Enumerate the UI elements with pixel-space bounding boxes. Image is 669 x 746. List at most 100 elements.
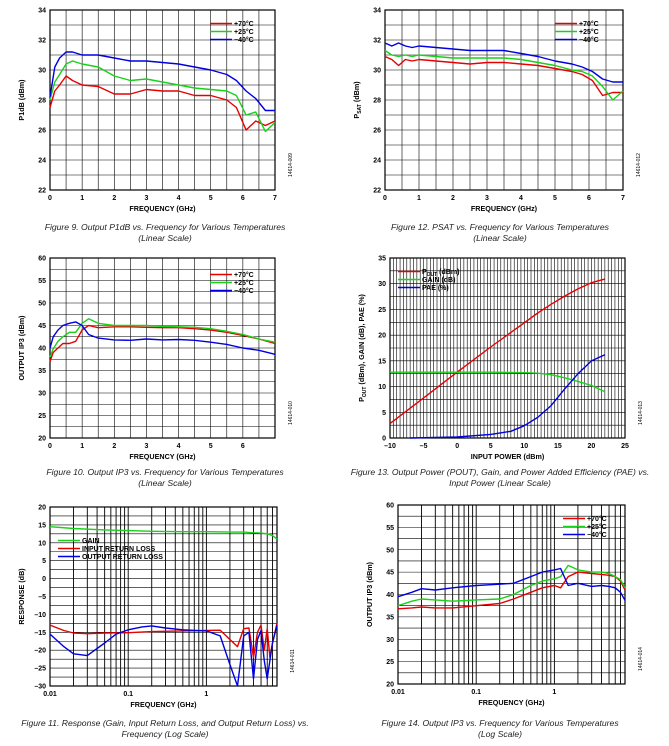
- figure-14-panel: 20 25 30 35 40 45 50 55 60 0.01 0.1 1 FREQUENCY (GHz…: [335, 495, 665, 745]
- fig14-ytick-label: 35: [386, 614, 394, 621]
- fig12-ytick-label: 30: [373, 68, 381, 75]
- figure-11-caption-line1: Figure 11. Response (Gain, Input Return …: [21, 718, 309, 728]
- fig11-ytick-label: 15: [38, 522, 46, 529]
- fig12-ytick-label: 26: [373, 128, 381, 135]
- fig11-plot: –30 –25 –20 –15 –10 –5 0 5 10 15 20 0.01 0.1 1 FREQUEN…: [17, 505, 296, 710]
- fig9-xtick-label: 1: [80, 195, 84, 202]
- figure-12-panel: 22 24 26 28 30 32 34 0 1 2 3 4 5 6 7 FREQUENCY (GHz) PSA…: [335, 0, 665, 250]
- figure-12-caption: Figure 12. PSAT vs. Frequency for Variou…: [335, 222, 665, 244]
- fig12-legend-label-2: −40°C: [579, 36, 599, 44]
- fig13-plot: 0 5 10 15 20 25 30 35 –10 –5 0 5 10 15 20 25 INPUT POWER…: [357, 256, 644, 462]
- fig10-series-line-0: [49, 324, 276, 362]
- fig12-xlabel: FREQUENCY (GHz): [471, 204, 538, 213]
- fig11-ytick-label: 10: [38, 540, 46, 547]
- fig10-xtick-label: 1: [80, 443, 84, 450]
- fig12-ytick-label: 24: [373, 158, 381, 165]
- fig10-ytick-label: 20: [38, 436, 46, 443]
- fig10-xtick-label: 6: [241, 443, 245, 450]
- fig12-frame: [384, 9, 624, 191]
- fig14-ytick-label: 60: [386, 503, 394, 510]
- fig14-series-line-0: [397, 571, 626, 610]
- figure-13-panel: 0 5 10 15 20 25 30 35 –10 –5 0 5 10 15 20 25 INPUT POWER…: [335, 248, 665, 498]
- fig13-ytick-label: 5: [382, 410, 386, 417]
- fig9-ytick-label: 22: [38, 188, 46, 195]
- fig9-xtick-label: 7: [273, 195, 277, 202]
- fig13-side-code: 14614-013: [638, 401, 644, 425]
- fig11-legend-label-0: GAIN: [82, 538, 100, 545]
- fig13-xtick-label: –10: [384, 443, 396, 450]
- fig11-ytick-label: 5: [42, 558, 46, 565]
- fig12-xtick-label: 6: [587, 195, 591, 202]
- fig14-ytick-label: 25: [386, 659, 394, 666]
- fig10-xtick-label: 2: [112, 443, 116, 450]
- figure-9-caption: Figure 9. Output P1dB vs. Frequency for …: [0, 222, 330, 244]
- fig9-xlabel: FREQUENCY (GHz): [129, 204, 196, 213]
- fig11-ytick-label: –15: [34, 630, 46, 637]
- fig13-xtick-label: 20: [588, 443, 596, 450]
- fig12-ytick-label: 28: [373, 98, 381, 105]
- fig13-xtick-label: 10: [520, 443, 528, 450]
- fig9-legend-label-2: −40°C: [234, 36, 254, 44]
- fig14-xlabel: FREQUENCY (GHz): [478, 698, 545, 707]
- fig12-xtick-label: 7: [621, 195, 625, 202]
- fig13-ytick-label: 25: [378, 307, 386, 314]
- fig13-xtick-label: 5: [489, 443, 493, 450]
- fig14-ytick-label: 45: [386, 570, 394, 577]
- figure-10-panel: 20 25 30 35 40 45 50 55 60 0 1 2 3 4 5 6 FREQUENCY (GHz)…: [0, 248, 330, 498]
- fig9-side-code: 14614-009: [288, 153, 294, 177]
- fig9-ylabel: P1dB (dBm): [17, 79, 26, 121]
- fig11-series-line-0: [49, 526, 278, 540]
- fig12-side-code: 14614-012: [636, 153, 642, 177]
- fig14-ytick-label: 50: [386, 547, 394, 554]
- figure-10-caption: Figure 10. Output IP3 vs. Frequency for …: [0, 467, 330, 489]
- figure-10-caption-line1: Figure 10. Output IP3 vs. Frequency for …: [46, 467, 284, 477]
- fig14-ytick-label: 40: [386, 592, 394, 599]
- fig11-xtick-label: 0.1: [123, 691, 133, 698]
- fig13-series-line-0: [389, 278, 606, 425]
- fig12-xtick-label: 5: [553, 195, 557, 202]
- fig14-legend-label-2: −40°C: [587, 531, 607, 539]
- figure-13-caption: Figure 13. Output Power (POUT), Gain, an…: [335, 467, 665, 489]
- fig10-series-line-2: [49, 321, 276, 355]
- fig11-xlabel: FREQUENCY (GHz): [130, 700, 197, 709]
- figure-9-caption-line1: Figure 9. Output P1dB vs. Frequency for …: [44, 222, 286, 232]
- figure-11-chart: –30 –25 –20 –15 –10 –5 0 5 10 15 20 0.01 0.1 1 FREQUEN…: [17, 505, 296, 710]
- fig13-xtick-label: –5: [420, 443, 428, 450]
- fig14-plot: 20 25 30 35 40 45 50 55 60 0.01 0.1 1 FREQUENCY (GHz…: [365, 503, 644, 708]
- fig13-xlabel: INPUT POWER (dBm): [471, 452, 545, 461]
- fig14-ytick-label: 20: [386, 682, 394, 689]
- fig11-series-line-1: [49, 623, 278, 659]
- fig11-ylabel: RESPONSE (dB): [17, 568, 26, 625]
- figure-14-caption-line1: Figure 14. Output IP3 vs. Frequency for …: [381, 718, 619, 728]
- fig13-xtick-label: 0: [455, 443, 459, 450]
- fig13-series-line-2: [410, 354, 606, 439]
- fig9-xtick-label: 5: [209, 195, 213, 202]
- fig10-xtick-label: 5: [209, 443, 213, 450]
- fig12-ytick-label: 32: [373, 38, 381, 45]
- figure-9-caption-line2: (Linear Scale): [138, 233, 192, 243]
- figure-11-caption-line2: Frequency (Log Scale): [121, 729, 209, 739]
- fig14-legend-label-1: +25°C: [587, 523, 607, 531]
- fig14-side-code: 14614-014: [638, 647, 644, 671]
- fig12-legend-label-1: +25°C: [579, 28, 599, 36]
- fig11-ytick-label: –25: [34, 666, 46, 673]
- fig13-series-line-1: [390, 371, 606, 393]
- figure-13-caption-line1: Figure 13. Output Power (POUT), Gain, an…: [350, 467, 650, 477]
- fig9-series-line-1: [49, 60, 276, 133]
- fig10-ytick-label: 40: [38, 346, 46, 353]
- fig13-frame: [389, 257, 626, 439]
- fig11-ytick-label: –20: [34, 648, 46, 655]
- fig10-legend: +70°C+25°C−40°C: [210, 271, 254, 295]
- figure-12-caption-line1: Figure 12. PSAT vs. Frequency for Variou…: [391, 222, 609, 232]
- fig9-legend-label-1: +25°C: [234, 28, 254, 36]
- fig10-legend-label-0: +70°C: [234, 271, 254, 279]
- fig14-legend: +70°C+25°C−40°C: [563, 515, 607, 539]
- fig12-xtick-label: 2: [451, 195, 455, 202]
- fig10-legend-label-1: +25°C: [234, 279, 254, 287]
- figure-14-chart: 20 25 30 35 40 45 50 55 60 0.01 0.1 1 FREQUENCY (GHz…: [365, 503, 644, 708]
